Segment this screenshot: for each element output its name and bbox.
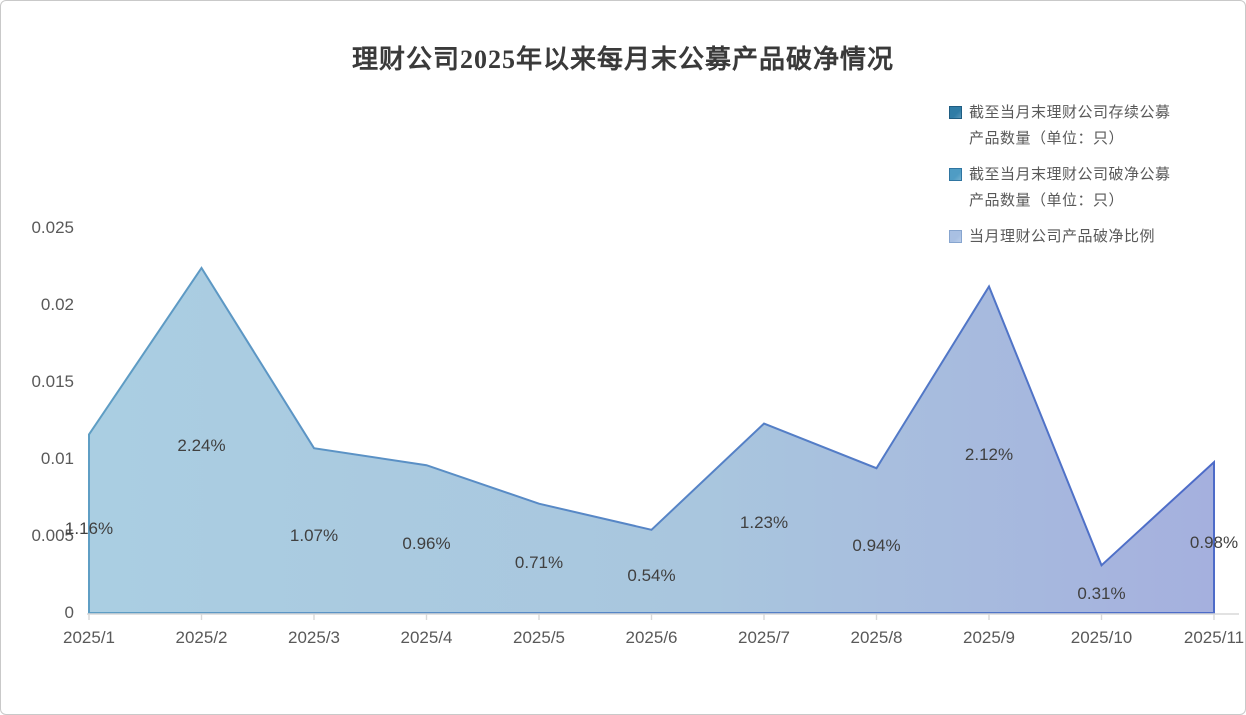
x-tick-label: 2025/1 — [63, 628, 115, 647]
legend-label: 截至当月末理财公司存续公募 产品数量（单位：只） — [969, 104, 1171, 147]
data-label: 1.23% — [739, 513, 789, 533]
x-tick-label: 2025/9 — [963, 628, 1015, 647]
chart-legend: 截至当月末理财公司存续公募 产品数量（单位：只） 截至当月末理财公司破净公募 产品数量… — [949, 100, 1239, 260]
y-tick-label: 0.02 — [40, 295, 74, 314]
x-tick-label: 2025/10 — [1070, 628, 1133, 647]
data-label: 1.07% — [289, 525, 339, 545]
legend-item: 截至当月末理财公司破净公募 产品数量（单位：只） — [949, 162, 1239, 214]
legend-item: 截至当月末理财公司存续公募 产品数量（单位：只） — [949, 100, 1239, 152]
x-tick-label: 2025/7 — [738, 628, 790, 647]
data-label: 0.94% — [852, 535, 901, 555]
data-label: 1.16% — [64, 518, 114, 538]
x-tick-label: 2025/8 — [850, 628, 903, 647]
x-tick-label: 2025/4 — [400, 628, 453, 647]
data-label: 0.96% — [402, 534, 451, 554]
y-tick-label: 0.005 — [31, 526, 74, 545]
x-tick-label: 2025/2 — [175, 628, 228, 647]
legend-swatch-icon — [949, 106, 962, 119]
x-tick-label: 2025/3 — [288, 628, 340, 647]
x-tick-label: 2025/5 — [513, 628, 565, 647]
x-tick-label: 2025/11 — [1183, 628, 1245, 647]
legend-swatch-icon — [949, 168, 962, 181]
data-label: 0.54% — [627, 566, 676, 586]
legend-swatch-icon — [949, 230, 962, 243]
data-label: 0.71% — [514, 553, 564, 573]
x-tick-label: 2025/6 — [625, 628, 678, 647]
data-label: 2.24% — [177, 435, 226, 455]
y-tick-label: 0.01 — [40, 449, 74, 468]
y-tick-label: 0.015 — [31, 372, 74, 391]
y-tick-label: 0 — [64, 603, 74, 622]
legend-label: 当月理财公司产品破净比例 — [969, 228, 1156, 245]
area-series-ratio — [88, 266, 1215, 614]
data-label: 0.98% — [1189, 532, 1239, 552]
legend-label: 截至当月末理财公司破净公募 产品数量（单位：只） — [969, 166, 1171, 209]
y-tick-label: 0.025 — [31, 218, 74, 237]
legend-item: 当月理财公司产品破净比例 — [949, 224, 1239, 250]
data-label: 0.31% — [1077, 584, 1126, 604]
data-label: 2.12% — [964, 444, 1014, 464]
chart-title: 理财公司2025年以来每月末公募产品破净情况 — [351, 45, 894, 74]
